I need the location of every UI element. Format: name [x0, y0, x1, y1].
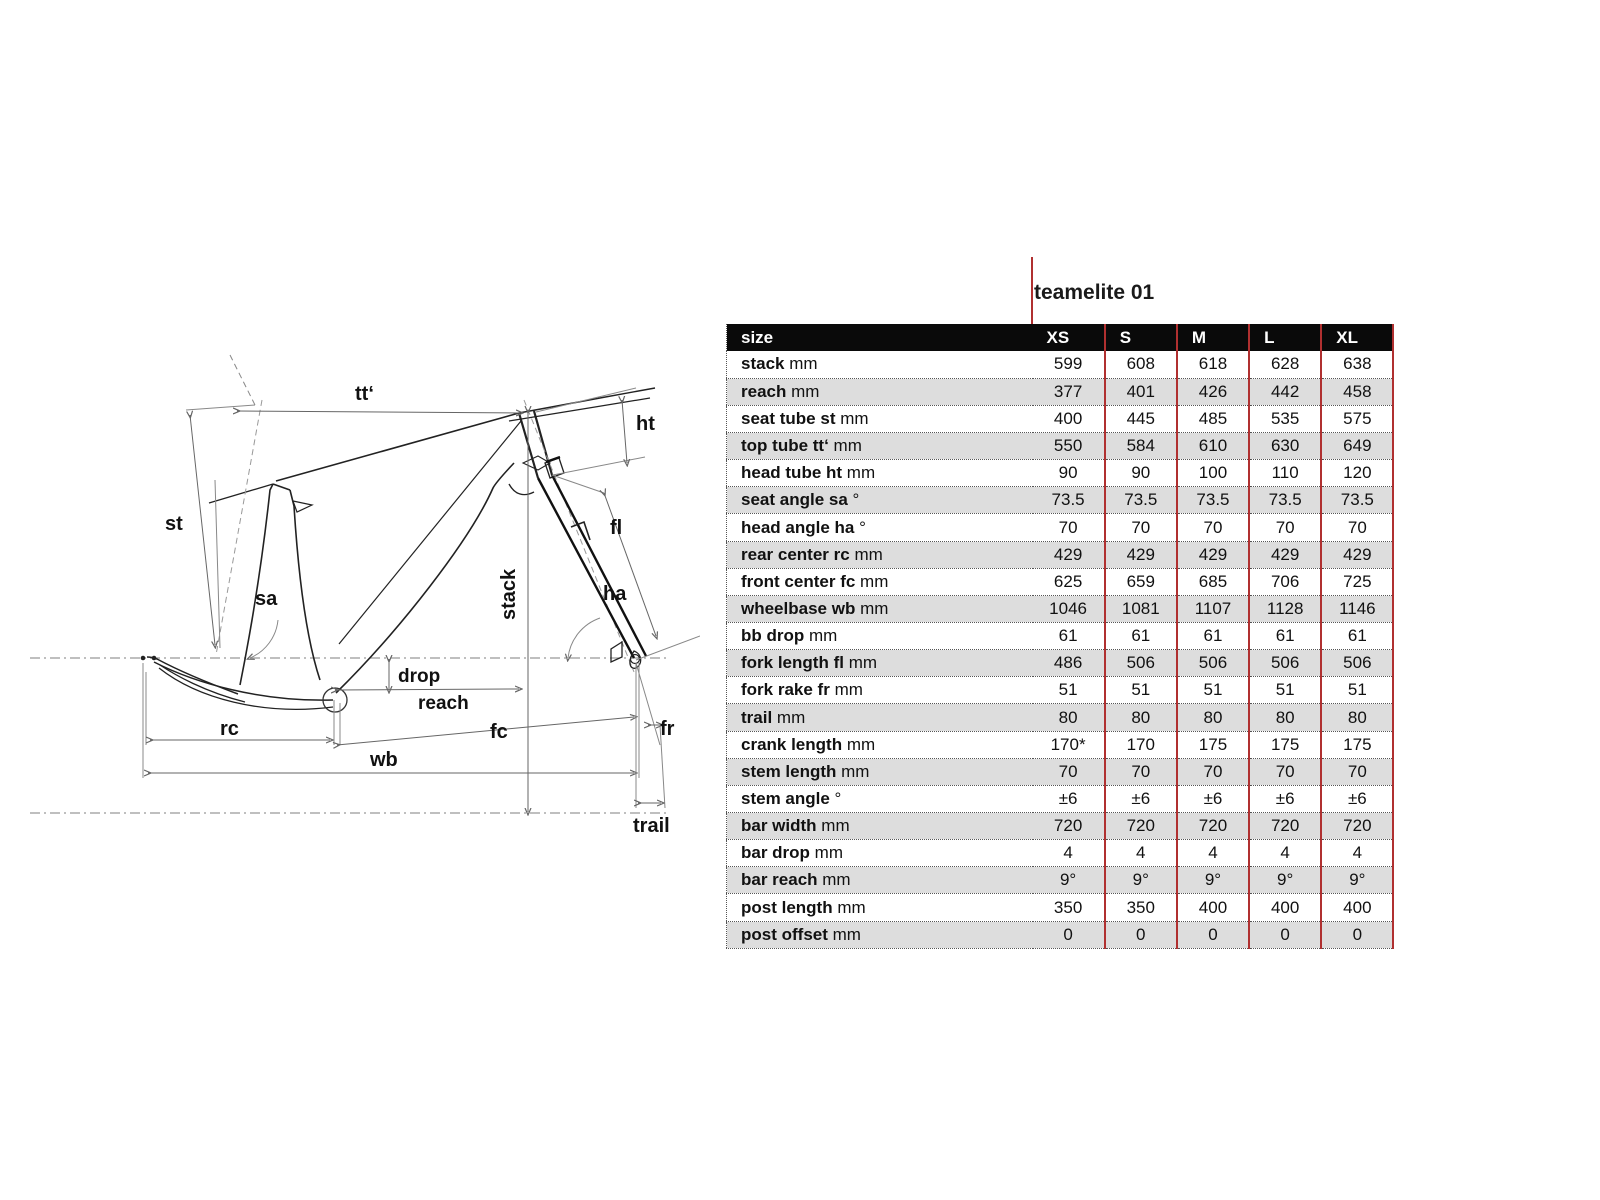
svg-text:wb: wb: [369, 749, 398, 771]
svg-text:rc: rc: [220, 718, 239, 740]
svg-text:trail: trail: [633, 815, 670, 837]
svg-text:fl: fl: [610, 517, 622, 539]
svg-text:stack: stack: [498, 568, 520, 620]
svg-text:ht: ht: [636, 413, 655, 435]
svg-text:drop: drop: [398, 666, 440, 687]
svg-text:reach: reach: [418, 693, 469, 714]
svg-text:tt‘: tt‘: [355, 383, 374, 405]
svg-text:fr: fr: [660, 718, 675, 740]
svg-text:ha: ha: [603, 583, 627, 605]
svg-text:sa: sa: [255, 588, 278, 610]
svg-text:fc: fc: [490, 721, 508, 743]
svg-text:st: st: [165, 513, 183, 535]
